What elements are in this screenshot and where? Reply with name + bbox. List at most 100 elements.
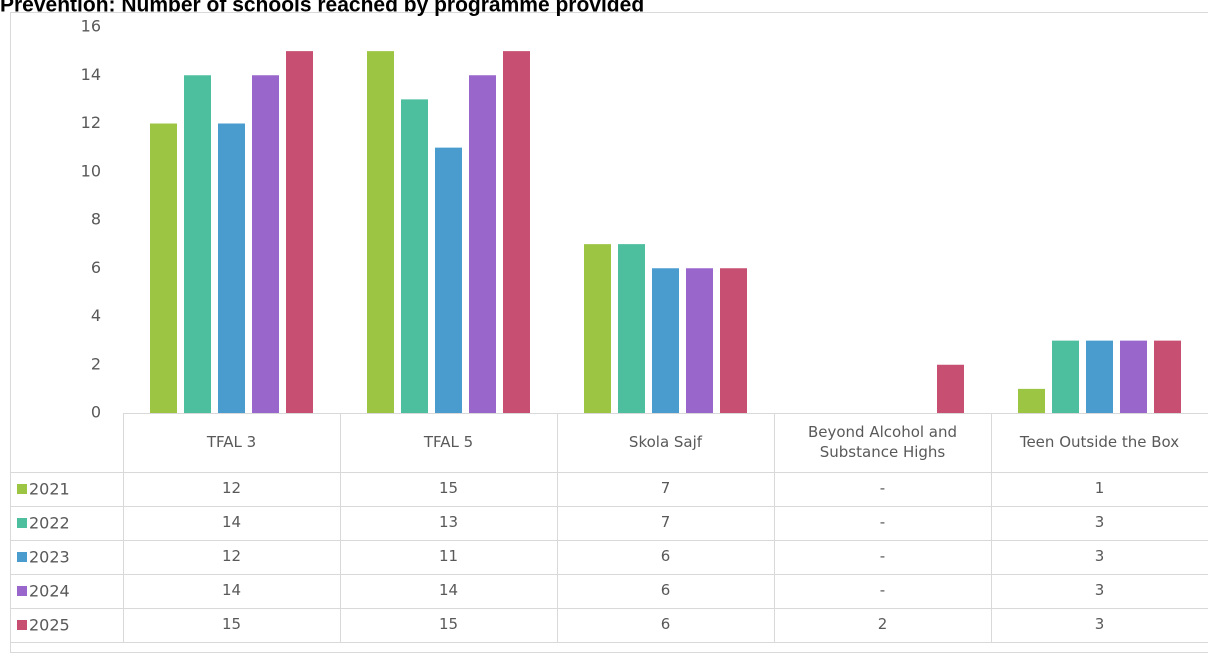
bar: [252, 75, 279, 413]
x-tick-label-box: TFAL 5: [423, 432, 474, 451]
data-label: 15: [221, 615, 242, 634]
data-label-box: 1: [1094, 479, 1105, 498]
data-label: 3: [1094, 547, 1105, 566]
x-tick-label: Skola Sajf: [628, 432, 703, 451]
bar: [720, 268, 747, 413]
data-label: 14: [438, 581, 459, 600]
data-label-box: -: [879, 547, 886, 566]
data-label: 6: [660, 547, 671, 566]
bar: [218, 123, 245, 413]
data-label: 3: [1094, 513, 1105, 532]
data-label: 14: [221, 513, 242, 532]
bar: [1018, 388, 1045, 413]
bar: [184, 75, 211, 413]
legend-label: 2023: [29, 548, 70, 567]
x-tick-label-box: Skola Sajf: [628, 432, 703, 451]
y-tick-label: 0: [91, 403, 101, 422]
bar: [286, 51, 313, 413]
data-label: -: [879, 547, 886, 566]
data-label-box: 3: [1094, 581, 1105, 600]
data-label: 1: [1094, 479, 1105, 498]
data-label-box: 13: [438, 513, 459, 532]
data-label: -: [879, 581, 886, 600]
data-label-box: 14: [221, 581, 242, 600]
data-label: 3: [1094, 581, 1105, 600]
x-tick-label: TFAL 3: [206, 432, 257, 451]
data-label-box: 11: [438, 547, 459, 566]
bar: [469, 75, 496, 413]
bar: [435, 147, 462, 413]
data-label: 12: [221, 547, 242, 566]
data-label-box: 12: [221, 547, 242, 566]
data-label: 7: [660, 479, 671, 498]
y-tick-label: 6: [91, 258, 101, 277]
x-tick-label-box: TFAL 3: [206, 432, 257, 451]
x-tick-label-box: Beyond Alcohol and Substance Highs: [807, 423, 958, 461]
data-label: 6: [660, 615, 671, 634]
data-label: 12: [221, 479, 242, 498]
data-label-box: 7: [661, 513, 671, 531]
bar: [1154, 340, 1181, 413]
y-tick-label: 14: [81, 65, 101, 84]
data-label-box: 15: [438, 615, 459, 634]
data-label: -: [879, 479, 886, 498]
chart-title: Prevention: Number of schools reached by…: [0, 0, 644, 17]
data-label-box: 12: [221, 479, 242, 498]
data-label: 14: [221, 581, 242, 600]
legend-label: 2022: [29, 514, 70, 533]
y-tick-label: 4: [91, 306, 101, 325]
bar: [503, 51, 530, 413]
data-label-box: 3: [1094, 615, 1105, 634]
y-tick-label: 10: [81, 161, 101, 180]
data-label: -: [879, 513, 886, 532]
x-tick-label: Beyond Alcohol and Substance Highs: [807, 423, 958, 461]
data-label-box: 7: [660, 479, 671, 498]
y-tick-label: 16: [81, 17, 101, 36]
data-label-box: 3: [1094, 547, 1105, 566]
bar: [401, 99, 428, 413]
data-label: 2: [877, 615, 888, 634]
bar: [1052, 340, 1079, 413]
bar: [367, 51, 394, 413]
data-label-box: 3: [1094, 513, 1105, 532]
data-label-box: 14: [221, 513, 242, 532]
data-label: 11: [438, 547, 459, 566]
data-label: 15: [438, 479, 459, 498]
bar: [150, 123, 177, 413]
chart-frame: [10, 12, 1208, 653]
legend-key: [17, 552, 27, 562]
x-tick-label: Teen Outside the Box: [1019, 432, 1180, 451]
legend-key: [17, 586, 27, 596]
legend-label: 2024: [29, 582, 70, 601]
data-label: 15: [438, 615, 459, 634]
data-label: 6: [660, 581, 671, 600]
data-label-box: 6: [660, 547, 671, 566]
x-tick-label-box: Teen Outside the Box: [1019, 432, 1180, 451]
bar: [618, 244, 645, 413]
legend-label: 2021: [29, 480, 70, 499]
data-label-box: 6: [660, 615, 671, 634]
data-label: 13: [438, 513, 459, 532]
bar: [937, 364, 964, 413]
legend-label: 2025: [29, 616, 70, 635]
data-label-box: 14: [438, 581, 459, 600]
data-label-box: -: [879, 513, 886, 532]
bar: [1120, 340, 1147, 413]
x-tick-label: TFAL 5: [423, 432, 474, 451]
data-label-box: 15: [221, 615, 242, 634]
bar: [686, 268, 713, 413]
bar: [652, 268, 679, 413]
y-tick-label: 12: [81, 113, 101, 132]
bar: [1086, 340, 1113, 413]
data-label-box: -: [879, 479, 886, 498]
bar: [584, 244, 611, 413]
legend-key: [17, 518, 27, 528]
legend-key: [17, 484, 27, 494]
y-tick-label: 8: [91, 210, 101, 229]
legend-key: [17, 620, 27, 630]
data-label-box: 6: [660, 581, 671, 600]
data-label-box: 2: [877, 615, 888, 634]
data-label: 3: [1094, 615, 1105, 634]
